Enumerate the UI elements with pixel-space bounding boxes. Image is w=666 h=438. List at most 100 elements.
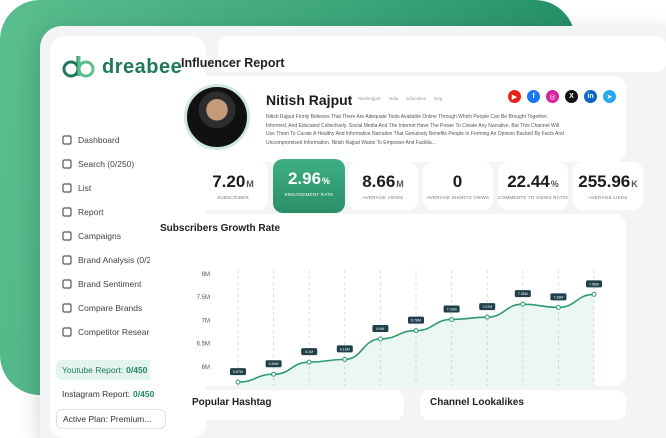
sidebar-item-label: Brand Sentiment <box>78 279 142 289</box>
sidebar-item-label: Search (0/250) <box>78 159 135 169</box>
sidebar-item-compare-brands[interactable]: Compare Brands <box>60 296 200 320</box>
dashboard-icon <box>62 135 72 145</box>
data-label-bg <box>336 345 353 353</box>
stat-number: 22.44 <box>507 172 550 191</box>
data-point <box>342 356 348 362</box>
brand-logo[interactable]: dreabee <box>62 54 182 80</box>
data-label: 5.67M <box>233 370 243 374</box>
sidebar-item-dashboard[interactable]: Dashboard <box>60 128 200 152</box>
active-plan-button[interactable]: Active Plan: Premium... <box>56 409 166 429</box>
youtube-report-count: 0/450 <box>126 365 148 375</box>
stat-label: Engagement Rate <box>284 192 334 197</box>
stat-label: Average Shorts Views <box>426 195 490 200</box>
facebook-icon[interactable]: f <box>527 90 540 103</box>
stat-number: 2.96 <box>287 169 322 188</box>
telegram-icon[interactable]: ➤ <box>603 90 616 103</box>
data-label: 6.1M <box>305 350 313 354</box>
sidebar-item-competitor-research[interactable]: Competitor Research <box>60 320 200 344</box>
brand-name: dreabee <box>102 55 183 78</box>
stat-card: 2.96% Engagement Rate <box>273 159 345 213</box>
x-icon[interactable]: X <box>565 90 578 103</box>
popular-hashtag-card: Popular Hashtag <box>182 390 404 420</box>
report-icon <box>62 207 72 217</box>
sidebar-item-label: Brand Analysis (0/20) <box>78 255 159 265</box>
data-label-bg <box>514 290 531 298</box>
data-label-bg <box>443 305 460 313</box>
y-tick-label: 7M <box>202 318 210 324</box>
popular-hashtag-title: Popular Hashtag <box>192 397 272 408</box>
stat-card: 7.20M Subscriber <box>198 162 268 210</box>
series-area <box>238 294 594 386</box>
data-point <box>591 291 597 297</box>
sidebar-item-label: Campaigns <box>78 231 121 241</box>
data-point <box>449 316 455 322</box>
stat-number: 7.20 <box>212 172 246 191</box>
list-icon <box>62 183 72 193</box>
youtube-report-label: Youtube Report: <box>62 365 124 375</box>
sidebar-item-label: Competitor Research <box>78 327 159 337</box>
data-point <box>520 301 526 307</box>
instagram-icon[interactable]: ◎ <box>546 90 559 103</box>
channel-lookalikes-title: Channel Lookalikes <box>430 397 524 408</box>
y-tick-label: 7.5M <box>197 295 210 301</box>
influencer-name: Nitish Rajput <box>266 92 353 108</box>
search-icon <box>62 159 72 169</box>
sidebar-item-label: Dashboard <box>78 135 120 145</box>
data-point <box>235 379 241 385</box>
subscribers-growth-card: Subscribers Growth Rate 8M 7.5M 7M 6.5M 6M 5.… <box>150 214 626 386</box>
instagram-report-count: 0/450 <box>133 389 155 399</box>
data-point <box>484 314 490 320</box>
stat-value: 255.96K <box>573 172 643 192</box>
sidebar-item-brand-sentiment[interactable]: Brand Sentiment <box>60 272 200 296</box>
profile-tag: Nitishrajput <box>358 96 381 101</box>
y-tick-label: 6.5M <box>197 342 210 348</box>
data-label: 7.35M <box>518 292 528 296</box>
youtube-icon[interactable]: ▶ <box>508 90 521 103</box>
instagram-report-quota[interactable]: Instagram Report: 0/450 <box>56 384 166 404</box>
data-label-bg <box>301 348 318 356</box>
compare-icon <box>62 303 72 313</box>
influencer-bio: Nitish Rajput Firmly Believes That There… <box>266 114 564 146</box>
stat-value: 22.44% <box>498 172 568 192</box>
stat-number: 0 <box>452 172 463 191</box>
competitor-icon <box>62 327 72 337</box>
data-label-bg <box>372 324 389 332</box>
data-label-bg <box>265 360 282 368</box>
data-label-bg <box>230 368 246 376</box>
sidebar-item-list[interactable]: List <box>60 176 200 200</box>
data-label-bg <box>586 280 602 288</box>
y-tick-label: 6M <box>202 365 210 371</box>
instagram-report-label: Instagram Report: <box>62 389 131 399</box>
data-label-bg <box>550 293 567 301</box>
data-label: 6.6M <box>376 327 384 331</box>
dreabee-logo-icon <box>62 56 95 78</box>
sidebar-item-label: Compare Brands <box>78 303 143 313</box>
profile-tag: India <box>388 96 399 101</box>
stat-label: Average Views <box>362 195 404 200</box>
linkedin-icon[interactable]: in <box>584 90 597 103</box>
data-point <box>377 336 383 342</box>
data-point <box>306 359 312 365</box>
stat-card: 0 Average Shorts Views <box>423 162 493 210</box>
sidebar-item-report[interactable]: Report <box>60 200 200 224</box>
sidebar-item-campaigns[interactable]: Campaigns <box>60 224 200 248</box>
data-label: 7.56M <box>589 282 599 286</box>
sidebar-item-brand-analysis-0-20[interactable]: Brand Analysis (0/20) <box>60 248 200 272</box>
profile-tag: Eng <box>434 96 443 101</box>
stat-unit: % <box>322 176 331 186</box>
top-search-bar[interactable] <box>218 36 666 72</box>
stat-value: 7.20M <box>198 172 268 192</box>
profile-card: Nitish Rajput Nitishrajput India Education… <box>178 76 626 162</box>
sidebar-item-search-0-250[interactable]: Search (0/250) <box>60 152 200 176</box>
sentiment-icon <box>62 279 72 289</box>
stat-unit: M <box>246 179 254 189</box>
avatar <box>184 84 250 150</box>
stat-label: Subscriber <box>217 195 249 200</box>
analysis-icon <box>62 255 72 265</box>
sidebar-nav: Dashboard Search (0/250) List Report Campaig… <box>60 128 200 344</box>
y-tick-label: 8M <box>202 272 210 278</box>
youtube-report-quota[interactable]: Youtube Report: 0/450 <box>56 360 166 380</box>
stat-value: 8.66M <box>348 172 418 192</box>
